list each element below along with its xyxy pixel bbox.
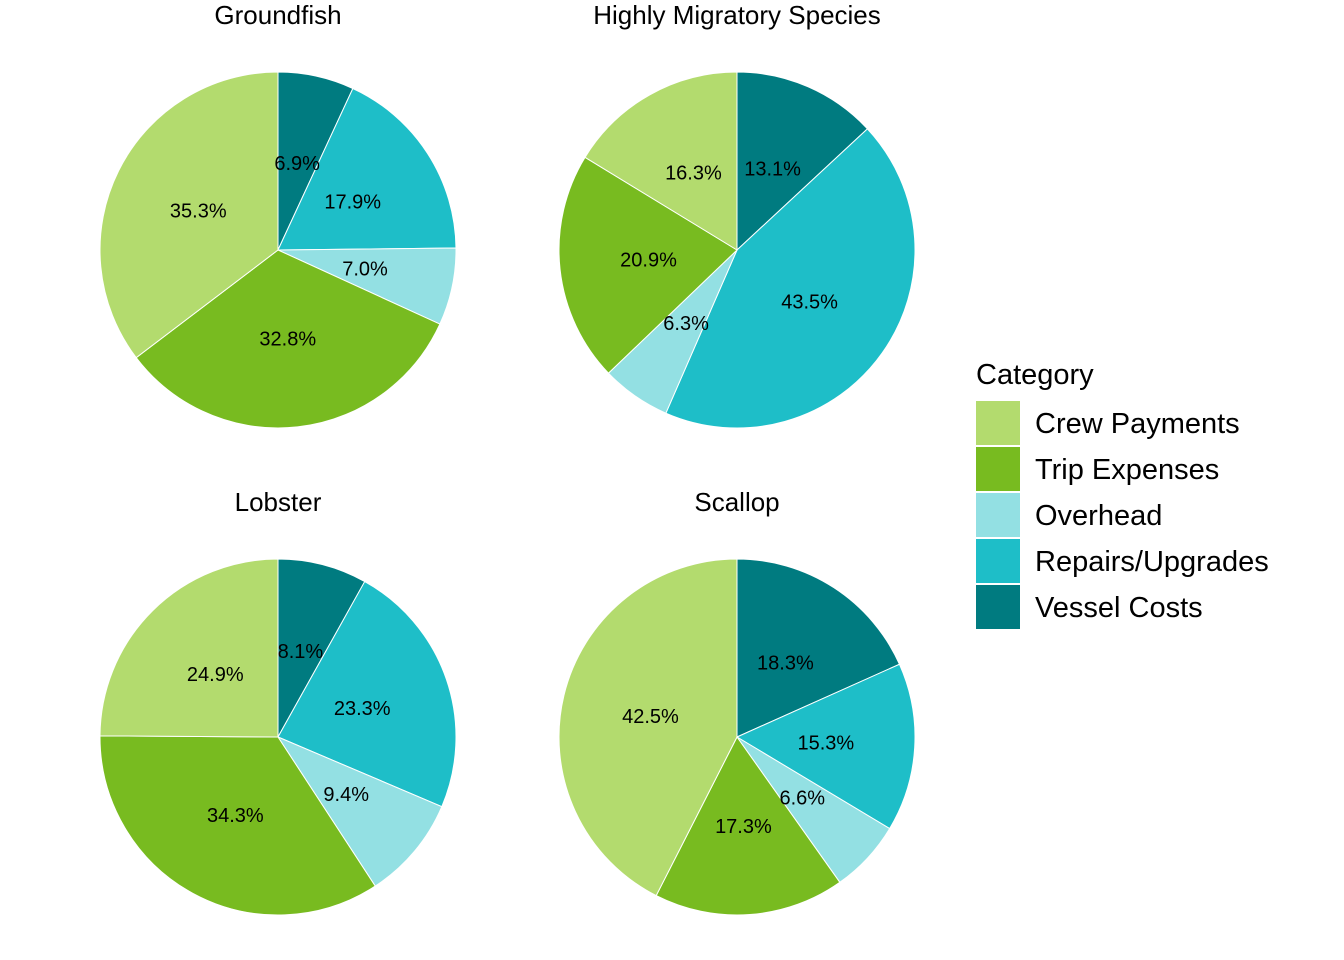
pie-slice-repairs-upgrades	[277, 87, 457, 251]
pie-groundfish: Groundfish 6.9%17.9% 7.0% 32.8% 35.3%	[99, 0, 457, 429]
facet-title: Lobster	[235, 487, 322, 517]
slice-data-label: 17.9%	[324, 192, 381, 214]
legend-key-overhead	[976, 493, 1020, 537]
pie-scallop: Scallop 18.3% 15.3% 6.6% 17.3% 42.5%	[558, 487, 916, 916]
facet-title: Highly Migratory Species	[593, 0, 881, 30]
slice-data-label: 9.4%	[323, 784, 369, 806]
legend-key-vessel-costs	[976, 585, 1020, 629]
slice-data-label: 6.3%	[663, 313, 709, 335]
slice-data-label: 20.9%	[620, 250, 677, 272]
legend-label-vessel-costs: Vessel Costs	[1035, 592, 1203, 624]
slice-data-label: 17.3%	[715, 816, 772, 838]
legend-label-overhead: Overhead	[1035, 500, 1162, 532]
pie-slice-repairs-upgrades	[665, 128, 916, 429]
slice-data-label: 13.1%	[744, 158, 801, 180]
legend-title: Category	[976, 359, 1094, 391]
slice-data-label: 34.3%	[207, 805, 264, 827]
slice-data-label: 43.5%	[781, 291, 838, 313]
legend-label-trip-expenses: Trip Expenses	[1035, 454, 1219, 486]
slice-data-label: 16.3%	[665, 162, 722, 184]
legend-label-repairs-upgrades: Repairs/Upgrades	[1035, 546, 1269, 578]
pie-slice-trip-expenses	[135, 249, 441, 429]
slice-data-label: 6.6%	[779, 788, 825, 810]
legend-key-crew-payments	[976, 401, 1020, 445]
pie-slice-vessel-costs	[736, 558, 901, 738]
pie-slice-trip-expenses	[655, 736, 841, 916]
slice-data-label: 18.3%	[757, 652, 814, 674]
legend: Category Crew Payments Trip Expenses Overh…	[976, 359, 1269, 629]
slice-data-label: 32.8%	[259, 328, 316, 350]
slice-data-label: 6.9%	[274, 153, 320, 175]
pie-slice-vessel-costs	[277, 558, 366, 739]
pie-slice-crew-payments	[584, 71, 738, 251]
pie-slice-repairs-upgrades	[277, 580, 457, 808]
legend-key-trip-expenses	[976, 447, 1020, 491]
facet-title: Scallop	[694, 487, 779, 517]
legend-key-repairs-upgrades	[976, 539, 1020, 583]
pie-slice-crew-payments	[558, 558, 738, 897]
pie-slice-crew-payments	[99, 558, 279, 738]
pie-panels: Groundfish 6.9%17.9% 7.0% 32.8% 35.3% Highly …	[99, 0, 916, 916]
slice-data-label: 35.3%	[170, 200, 227, 222]
slice-data-label: 23.3%	[334, 698, 391, 720]
slice-data-label: 8.1%	[278, 641, 324, 663]
pie-slice-crew-payments	[99, 71, 279, 359]
slice-data-label: 42.5%	[622, 706, 679, 728]
pie-lobster: Lobster 8.1% 23.3% 9.4% 34.3% 24.9%	[99, 487, 457, 916]
legend-items: Crew Payments Trip Expenses Overhead Repair…	[976, 401, 1269, 629]
slice-data-label: 7.0%	[342, 258, 388, 280]
pie-slice-trip-expenses	[99, 735, 376, 916]
pie-slice-vessel-costs	[736, 71, 869, 252]
pie-highly-migratory-species: Highly Migratory Species 13.1% 43.5% 6.3% 20…	[558, 0, 916, 429]
facet-title: Groundfish	[214, 0, 341, 30]
pie-slice-overhead	[276, 735, 443, 887]
pie-slice-repairs-upgrades	[735, 663, 916, 830]
slice-data-label: 24.9%	[187, 664, 244, 686]
legend-label-crew-payments: Crew Payments	[1035, 408, 1240, 440]
slice-data-label: 15.3%	[797, 732, 854, 754]
pie-slice-trip-expenses	[558, 156, 738, 374]
